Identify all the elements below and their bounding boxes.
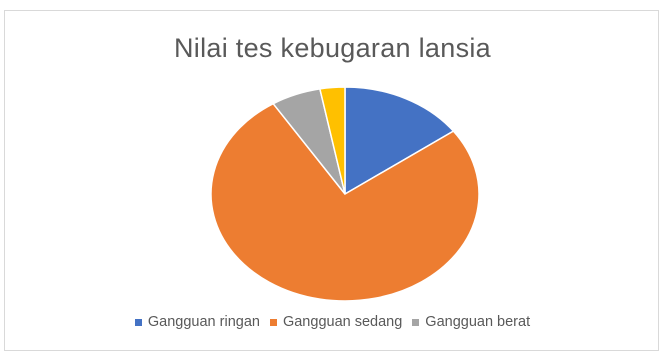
chart-title: Nilai tes kebugaran lansia	[174, 33, 491, 63]
legend-label: Gangguan sedang	[282, 314, 403, 330]
pie-slice-1	[210, 102, 480, 302]
pie-slice-3	[318, 86, 346, 195]
legend-swatch	[269, 318, 277, 326]
legend-label: Gangguan ringan	[147, 314, 260, 330]
legend-label: Gangguan berat	[425, 314, 531, 330]
legend-item: Gangguan berat	[412, 314, 530, 330]
legend-swatch	[134, 318, 142, 326]
legend-swatch	[412, 318, 420, 326]
legend-item: Gangguan ringan	[134, 314, 260, 330]
legend: Gangguan ringan Gangguan sedang Gangguan b…	[5, 314, 660, 330]
legend-item: Gangguan sedang	[269, 314, 403, 330]
pie-chart	[210, 86, 480, 302]
pie-slice-0	[344, 86, 455, 196]
chart-frame: Nilai tes kebugaran lansia Gangguan ring…	[4, 10, 659, 351]
